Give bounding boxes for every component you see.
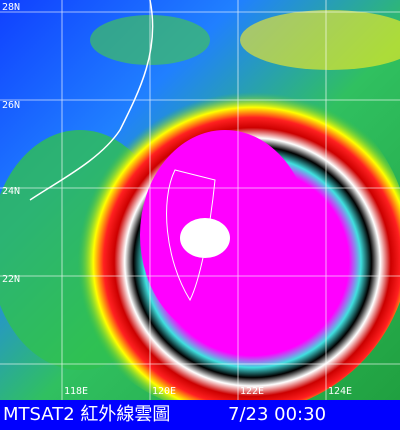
caption-bar — [0, 400, 400, 430]
caption-title: MTSAT2 紅外線雲圖 — [3, 404, 170, 425]
lat-label: 22N — [2, 274, 20, 285]
imagery — [0, 0, 400, 415]
lon-label: 124E — [328, 386, 352, 397]
grid — [0, 0, 400, 400]
caption-time: 7/23 00:30 — [228, 404, 326, 425]
lon-label: 118E — [64, 386, 88, 397]
lat-label: 24N — [2, 186, 20, 197]
lat-label: 28N — [2, 2, 20, 13]
lat-label: 26N — [2, 100, 20, 111]
lon-label: 122E — [240, 386, 264, 397]
lon-label: 120E — [152, 386, 176, 397]
